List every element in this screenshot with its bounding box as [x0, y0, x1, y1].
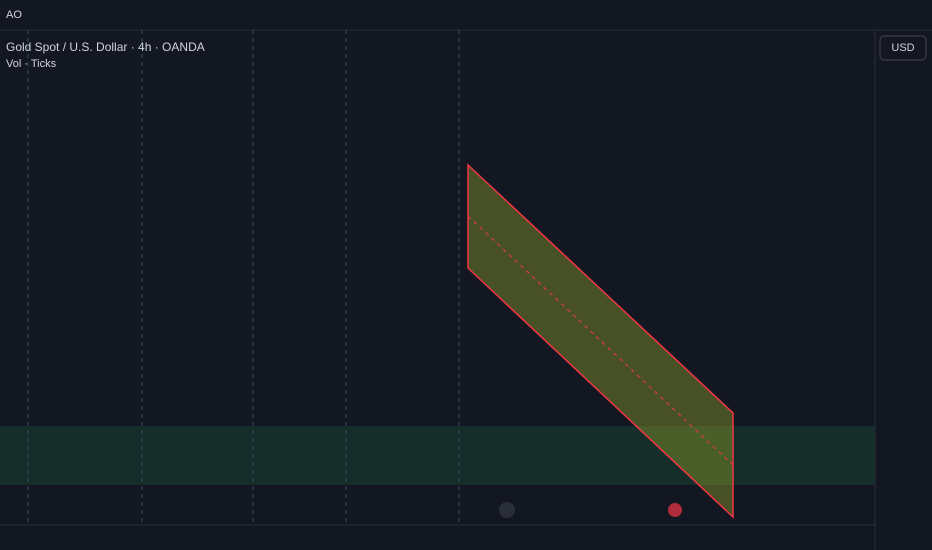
- event-icon[interactable]: [668, 503, 682, 517]
- chart-subtitle: Vol · Ticks: [6, 58, 57, 70]
- price-axis: [875, 0, 932, 550]
- chart-title: Gold Spot / U.S. Dollar · 4h · OANDA: [6, 40, 205, 54]
- indicator-label: AO: [6, 9, 22, 21]
- channel: [467, 163, 734, 519]
- currency[interactable]: USD: [891, 42, 914, 54]
- flash-icon[interactable]: [499, 502, 515, 518]
- session-breaks: [27, 30, 460, 525]
- zone: [0, 426, 875, 485]
- currency-button[interactable]: [879, 35, 927, 61]
